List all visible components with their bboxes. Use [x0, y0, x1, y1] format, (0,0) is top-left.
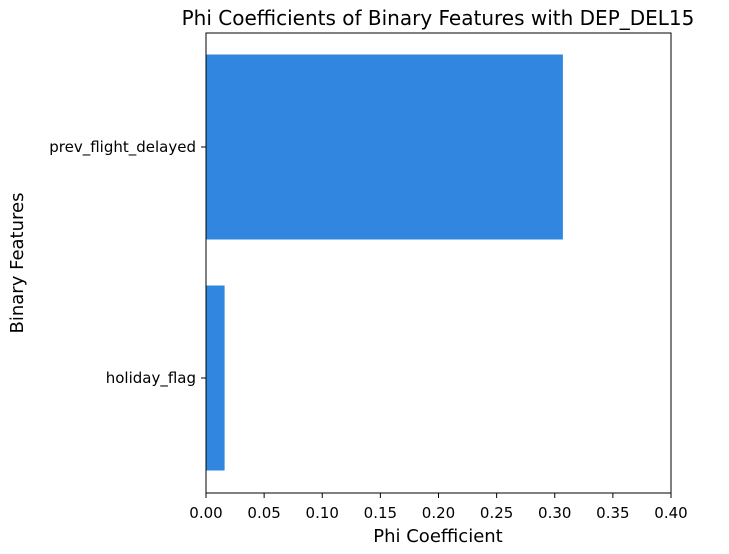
bars-group: [206, 54, 563, 471]
x-tick-label: 0.40: [654, 504, 687, 522]
x-tick-label: 0.00: [189, 504, 222, 522]
y-axis-ticks: prev_flight_delayed holiday_flag: [49, 138, 206, 388]
bar-holiday-flag: [206, 285, 225, 471]
chart-title: Phi Coefficients of Binary Features with…: [182, 6, 695, 30]
x-tick-label: 0.30: [538, 504, 571, 522]
x-axis-label: Phi Coefficient: [373, 526, 502, 547]
x-tick-label: 0.20: [422, 504, 455, 522]
y-axis-label: Binary Features: [7, 193, 28, 334]
x-axis-ticks: 0.00 0.05 0.10 0.15 0.20 0.25 0.30 0.35 0.40: [189, 493, 688, 522]
x-tick-label: 0.25: [480, 504, 513, 522]
x-tick-label: 0.15: [364, 504, 397, 522]
x-tick-label: 0.10: [306, 504, 339, 522]
x-tick-label: 0.05: [247, 504, 280, 522]
x-tick-label: 0.35: [596, 504, 629, 522]
y-tick-label: holiday_flag: [106, 369, 196, 388]
y-tick-label: prev_flight_delayed: [49, 138, 196, 157]
bar-prev-flight-delayed: [206, 54, 563, 240]
plot-frame: [205, 32, 672, 494]
